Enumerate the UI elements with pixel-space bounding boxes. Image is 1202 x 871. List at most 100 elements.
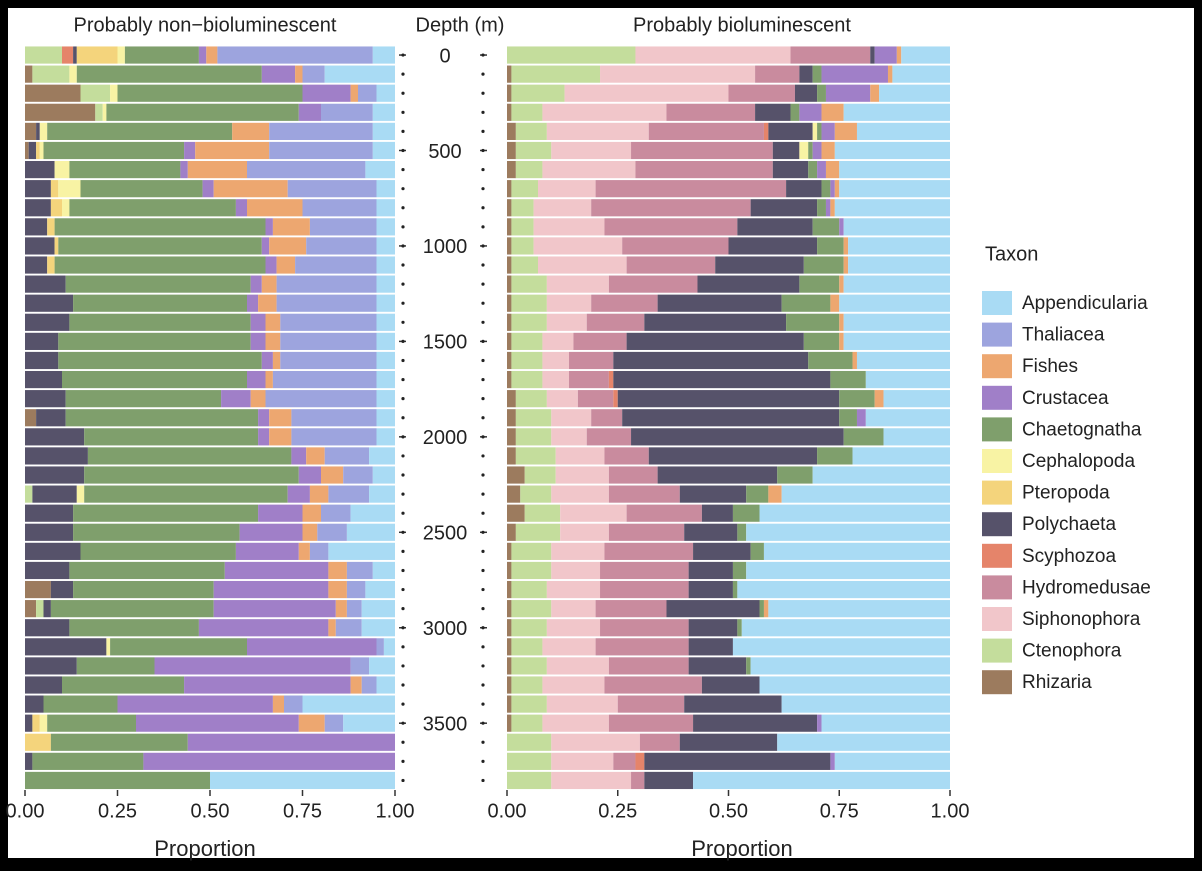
bar-segment [265, 313, 281, 331]
bar-segment [376, 237, 395, 255]
bar-segment [746, 523, 950, 541]
bar-segment [507, 657, 512, 675]
bar-segment [737, 619, 742, 637]
y-tick-label: 3500 [423, 713, 468, 735]
x-tick-label: 0.50 [191, 800, 230, 822]
bar-segment [265, 332, 281, 350]
bar-segment [54, 237, 59, 255]
bar-segment [321, 504, 351, 522]
bar-segment [631, 141, 773, 160]
bar-segment [515, 428, 552, 446]
x-tick-label: 0.00 [488, 800, 527, 822]
depth-dot [481, 607, 485, 611]
bar-segment [80, 180, 203, 198]
bar-segment [258, 294, 277, 312]
bar-segment [39, 122, 48, 140]
bar-segment [317, 523, 347, 541]
bar-segment [25, 409, 37, 427]
bar-segment [533, 237, 623, 255]
bar-segment [595, 180, 787, 198]
bar-segment [306, 237, 377, 255]
bar-segment [302, 84, 351, 102]
bar-segment [69, 313, 251, 331]
depth-dot [481, 530, 485, 534]
bar-segment [715, 256, 804, 274]
bar-segment [198, 46, 207, 64]
depth-dot [481, 721, 485, 725]
bar-segment [600, 619, 689, 637]
bar-segment [608, 485, 680, 503]
bar-segment [507, 65, 512, 83]
depth-dot [401, 129, 405, 134]
bar-segment [524, 504, 561, 522]
bar-segment [25, 370, 62, 389]
bar-segment [346, 523, 395, 541]
depth-dot [481, 511, 485, 515]
y-tick-label: 1000 [423, 236, 468, 258]
bar-segment [25, 714, 33, 732]
bar-segment [586, 428, 632, 446]
bar-segment [324, 714, 344, 732]
depth-dot [481, 568, 485, 573]
bar-segment [613, 390, 618, 408]
bar-segment [626, 504, 702, 522]
bar-segment [551, 600, 596, 618]
bar-segment [781, 294, 831, 312]
x-tick-label: 0.25 [598, 800, 637, 822]
bar-segment [763, 600, 769, 618]
bar-segment [786, 180, 822, 198]
bar-segment [25, 65, 33, 83]
bar-segment [839, 332, 844, 350]
bar-segment [821, 141, 835, 160]
bar-segment [693, 771, 950, 790]
bar-segment [781, 485, 950, 503]
depth-dot [481, 435, 485, 439]
bar-segment [507, 600, 512, 618]
legend-swatch [982, 638, 1012, 663]
bar-segment [511, 370, 543, 389]
bar-segment [870, 84, 880, 102]
bar-segment [777, 733, 950, 751]
bar-segment [608, 523, 685, 541]
bar-segment [117, 46, 125, 64]
bar-segment [247, 160, 366, 179]
depth-dot [481, 320, 485, 324]
bar-segment [25, 580, 51, 599]
depth-dot [481, 473, 485, 477]
bar-segment [768, 600, 950, 618]
bar-segment [732, 561, 747, 580]
bar-segment [688, 561, 733, 580]
bar-segment [799, 275, 840, 293]
bar-segment [25, 561, 70, 580]
bar-segment [511, 199, 534, 217]
bar-segment [569, 370, 609, 389]
bar-segment [106, 103, 299, 121]
bar-segment [830, 370, 866, 389]
bar-segment [25, 695, 44, 713]
bar-segment [73, 294, 247, 312]
bar-segment [542, 351, 570, 370]
bar-segment [799, 65, 813, 83]
bar-segment [25, 313, 70, 331]
depth-dot [401, 549, 405, 553]
bar-segment [25, 122, 37, 140]
bar-segment [272, 370, 377, 389]
bar-segment [507, 332, 512, 350]
bar-segment [746, 561, 950, 580]
bar-segment [511, 619, 547, 637]
bar-segment [361, 676, 377, 694]
bar-segment [546, 275, 609, 293]
bar-segment [239, 523, 303, 541]
bar-segment [839, 218, 844, 236]
depth-dot [481, 645, 485, 649]
bar-segment [843, 332, 950, 350]
bar-segment [591, 294, 658, 312]
bar-segment [839, 313, 844, 331]
bar-segment [369, 485, 395, 503]
bar-segment [626, 256, 716, 274]
bar-segment [328, 580, 347, 599]
bar-segment [635, 46, 791, 64]
x-tick-label: 1.00 [376, 800, 415, 822]
plot-area [507, 46, 950, 790]
bar-segment [376, 256, 395, 274]
